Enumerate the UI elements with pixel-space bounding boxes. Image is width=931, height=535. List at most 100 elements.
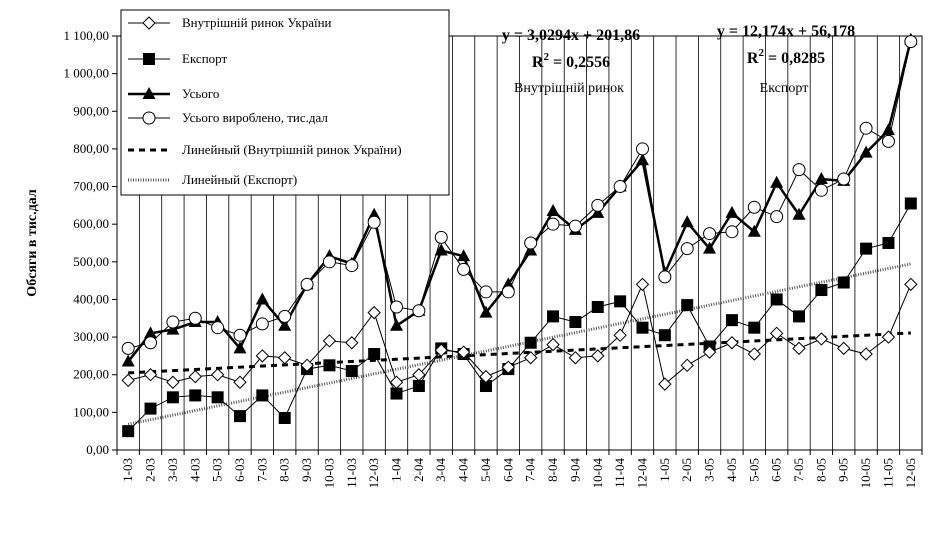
data-point-diamond (702, 345, 717, 359)
data-point-circle (591, 198, 605, 212)
x-tick-label: 2-03 (143, 458, 158, 482)
data-point-triangle (770, 175, 784, 188)
data-point-diamond (747, 347, 761, 361)
data-point-diamond (546, 337, 560, 352)
data-point-circle (770, 210, 784, 224)
x-tick-label: 10-03 (321, 458, 336, 488)
data-point-triangle (725, 205, 739, 218)
legend-item: Внутрішній ринок України (128, 15, 332, 30)
data-point-square (233, 410, 246, 423)
data-point-diamond (725, 336, 739, 350)
data-point-diamond (501, 360, 516, 374)
data-point-diamond (591, 349, 605, 363)
x-tick-label: 8-03 (277, 458, 292, 482)
data-point-circle (345, 259, 359, 273)
x-tick-label: 5-04 (478, 458, 493, 482)
y-tick-label: 0,00 (86, 442, 109, 457)
legend-label: Линейный (Внутрішній ринок України) (182, 142, 402, 157)
data-point-circle (792, 163, 806, 177)
x-tick-label: 9-04 (567, 458, 582, 482)
y-tick-label: 300,00 (73, 329, 109, 344)
data-point-circle (524, 236, 538, 250)
data-point-square (211, 391, 224, 404)
data-point-triangle (166, 322, 180, 335)
data-point-circle (725, 225, 739, 239)
data-point-square (412, 380, 425, 393)
data-point-square (166, 391, 179, 404)
data-point-diamond (635, 277, 650, 292)
y-tick-label: 200,00 (73, 367, 109, 382)
trend-annotation-domestic: y = 3,0294x + 201,86 R2 = 0,2556 Внутріш… (502, 27, 640, 96)
data-point-circle (457, 262, 471, 276)
data-point-diamond (367, 305, 381, 320)
data-point-diamond (233, 375, 247, 389)
y-tick-label: 1 000,00 (64, 66, 110, 81)
data-point-circle (390, 300, 404, 314)
data-point-diamond (814, 332, 829, 346)
x-tick-label: 4-03 (187, 458, 202, 482)
data-point-circle (300, 277, 314, 291)
data-point-circle (568, 219, 582, 233)
data-point-circle (412, 304, 426, 318)
data-point-diamond (345, 336, 359, 350)
data-point-square (278, 412, 291, 425)
data-point-circle (434, 230, 448, 244)
x-tick-label: 4-05 (724, 458, 739, 482)
data-point-square (390, 387, 403, 400)
data-point-square (614, 295, 627, 308)
r2-domestic: R2 = 0,2556 (532, 51, 610, 71)
y-tick-label: 800,00 (73, 141, 109, 156)
x-tick-label: 6-05 (769, 458, 784, 482)
data-point-triangle (792, 207, 806, 220)
data-point-square (591, 300, 604, 313)
r2-sup-export: 2 (758, 47, 764, 59)
data-point-diamond (456, 345, 471, 359)
legend-label: Внутрішній ринок України (182, 15, 332, 30)
legend-item: Линейный (Внутрішній ринок України) (128, 142, 402, 157)
y-tick-label: 900,00 (73, 103, 109, 118)
data-point-circle (233, 328, 247, 342)
data-point-circle (188, 311, 202, 325)
data-point-diamond (792, 341, 806, 356)
data-point-circle (255, 317, 269, 331)
y-axis-title: Обсяги в тис.дал (25, 189, 40, 297)
x-tick-label: 7-03 (254, 458, 269, 482)
data-point-diamond (434, 343, 448, 357)
data-point-triangle (747, 224, 761, 237)
data-point-triangle (635, 153, 649, 166)
data-point-circle (322, 255, 336, 269)
data-point-circle (479, 285, 493, 299)
r2-export: R2 = 0,8285 (747, 47, 825, 67)
data-point-diamond (658, 377, 672, 391)
x-tick-label: 9-05 (836, 458, 851, 482)
x-tick-label: 3-05 (702, 458, 717, 482)
data-point-diamond (881, 330, 896, 344)
legend-item: Линейный (Експорт) (128, 172, 297, 187)
data-point-circle (703, 227, 717, 241)
data-point-diamond (188, 369, 202, 384)
data-point-square (345, 364, 358, 377)
data-point-circle (211, 321, 225, 335)
equation-domestic: y = 3,0294x + 201,86 (502, 27, 640, 44)
data-point-circle (166, 315, 180, 329)
x-tick-label: 8-04 (545, 458, 560, 482)
x-tick-label: 1-03 (120, 458, 135, 482)
data-point-square (323, 359, 336, 372)
data-point-circle (121, 341, 135, 355)
data-point-square (882, 237, 895, 249)
legend-item: Експорт (128, 51, 227, 66)
x-tick-label: 5-03 (210, 458, 225, 482)
data-point-diamond (859, 347, 873, 361)
data-point-diamond (210, 368, 225, 382)
data-point-triangle (434, 243, 448, 256)
data-point-square (144, 402, 157, 415)
x-tick-label: 3-03 (165, 458, 180, 482)
data-point-triangle (144, 326, 158, 339)
legend-marker-square (143, 53, 155, 65)
data-point-triangle (255, 292, 269, 305)
legend-label: Усього (182, 86, 219, 101)
x-tick-label: 11-05 (880, 458, 895, 488)
data-point-triangle (814, 172, 828, 185)
data-point-square (256, 389, 269, 402)
y-tick-label: 1 100,00 (64, 28, 110, 43)
